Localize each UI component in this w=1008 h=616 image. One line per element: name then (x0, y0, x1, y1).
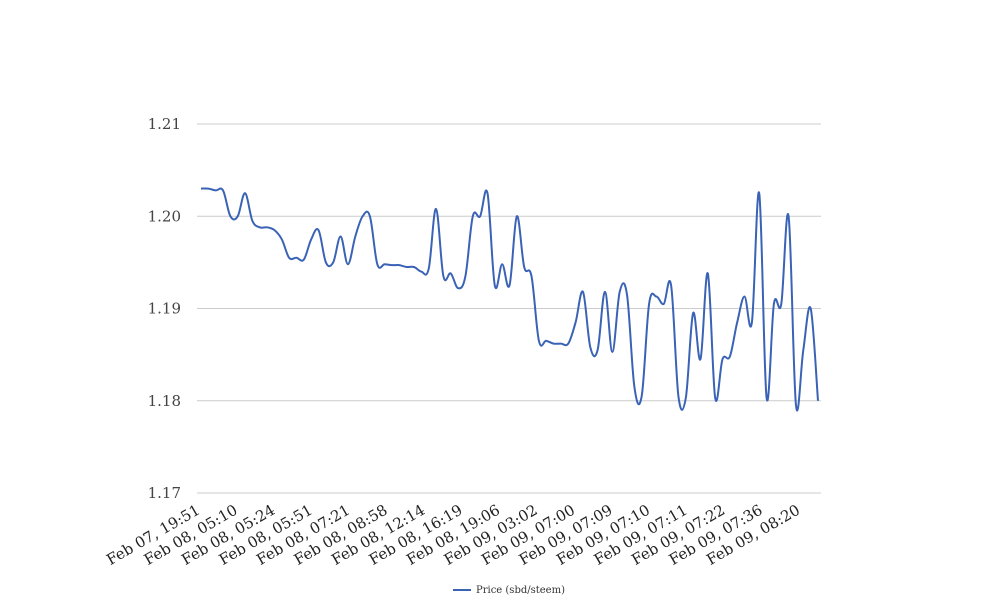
y-tick-label: 1.21 (148, 115, 181, 133)
series-line-price (200, 187, 819, 412)
y-axis-tick-labels: 1.17 1.18 1.19 1.20 1.21 (148, 115, 181, 502)
legend-label-price: Price (sbd/steem) (476, 585, 565, 596)
y-tick-label: 1.17 (148, 484, 181, 502)
series-lines (200, 187, 819, 412)
y-tick-label: 1.18 (148, 392, 181, 410)
legend: Price (sbd/steem) (453, 585, 565, 596)
y-tick-label: 1.19 (148, 300, 181, 318)
y-tick-label: 1.20 (148, 207, 181, 225)
gridlines (197, 123, 821, 494)
